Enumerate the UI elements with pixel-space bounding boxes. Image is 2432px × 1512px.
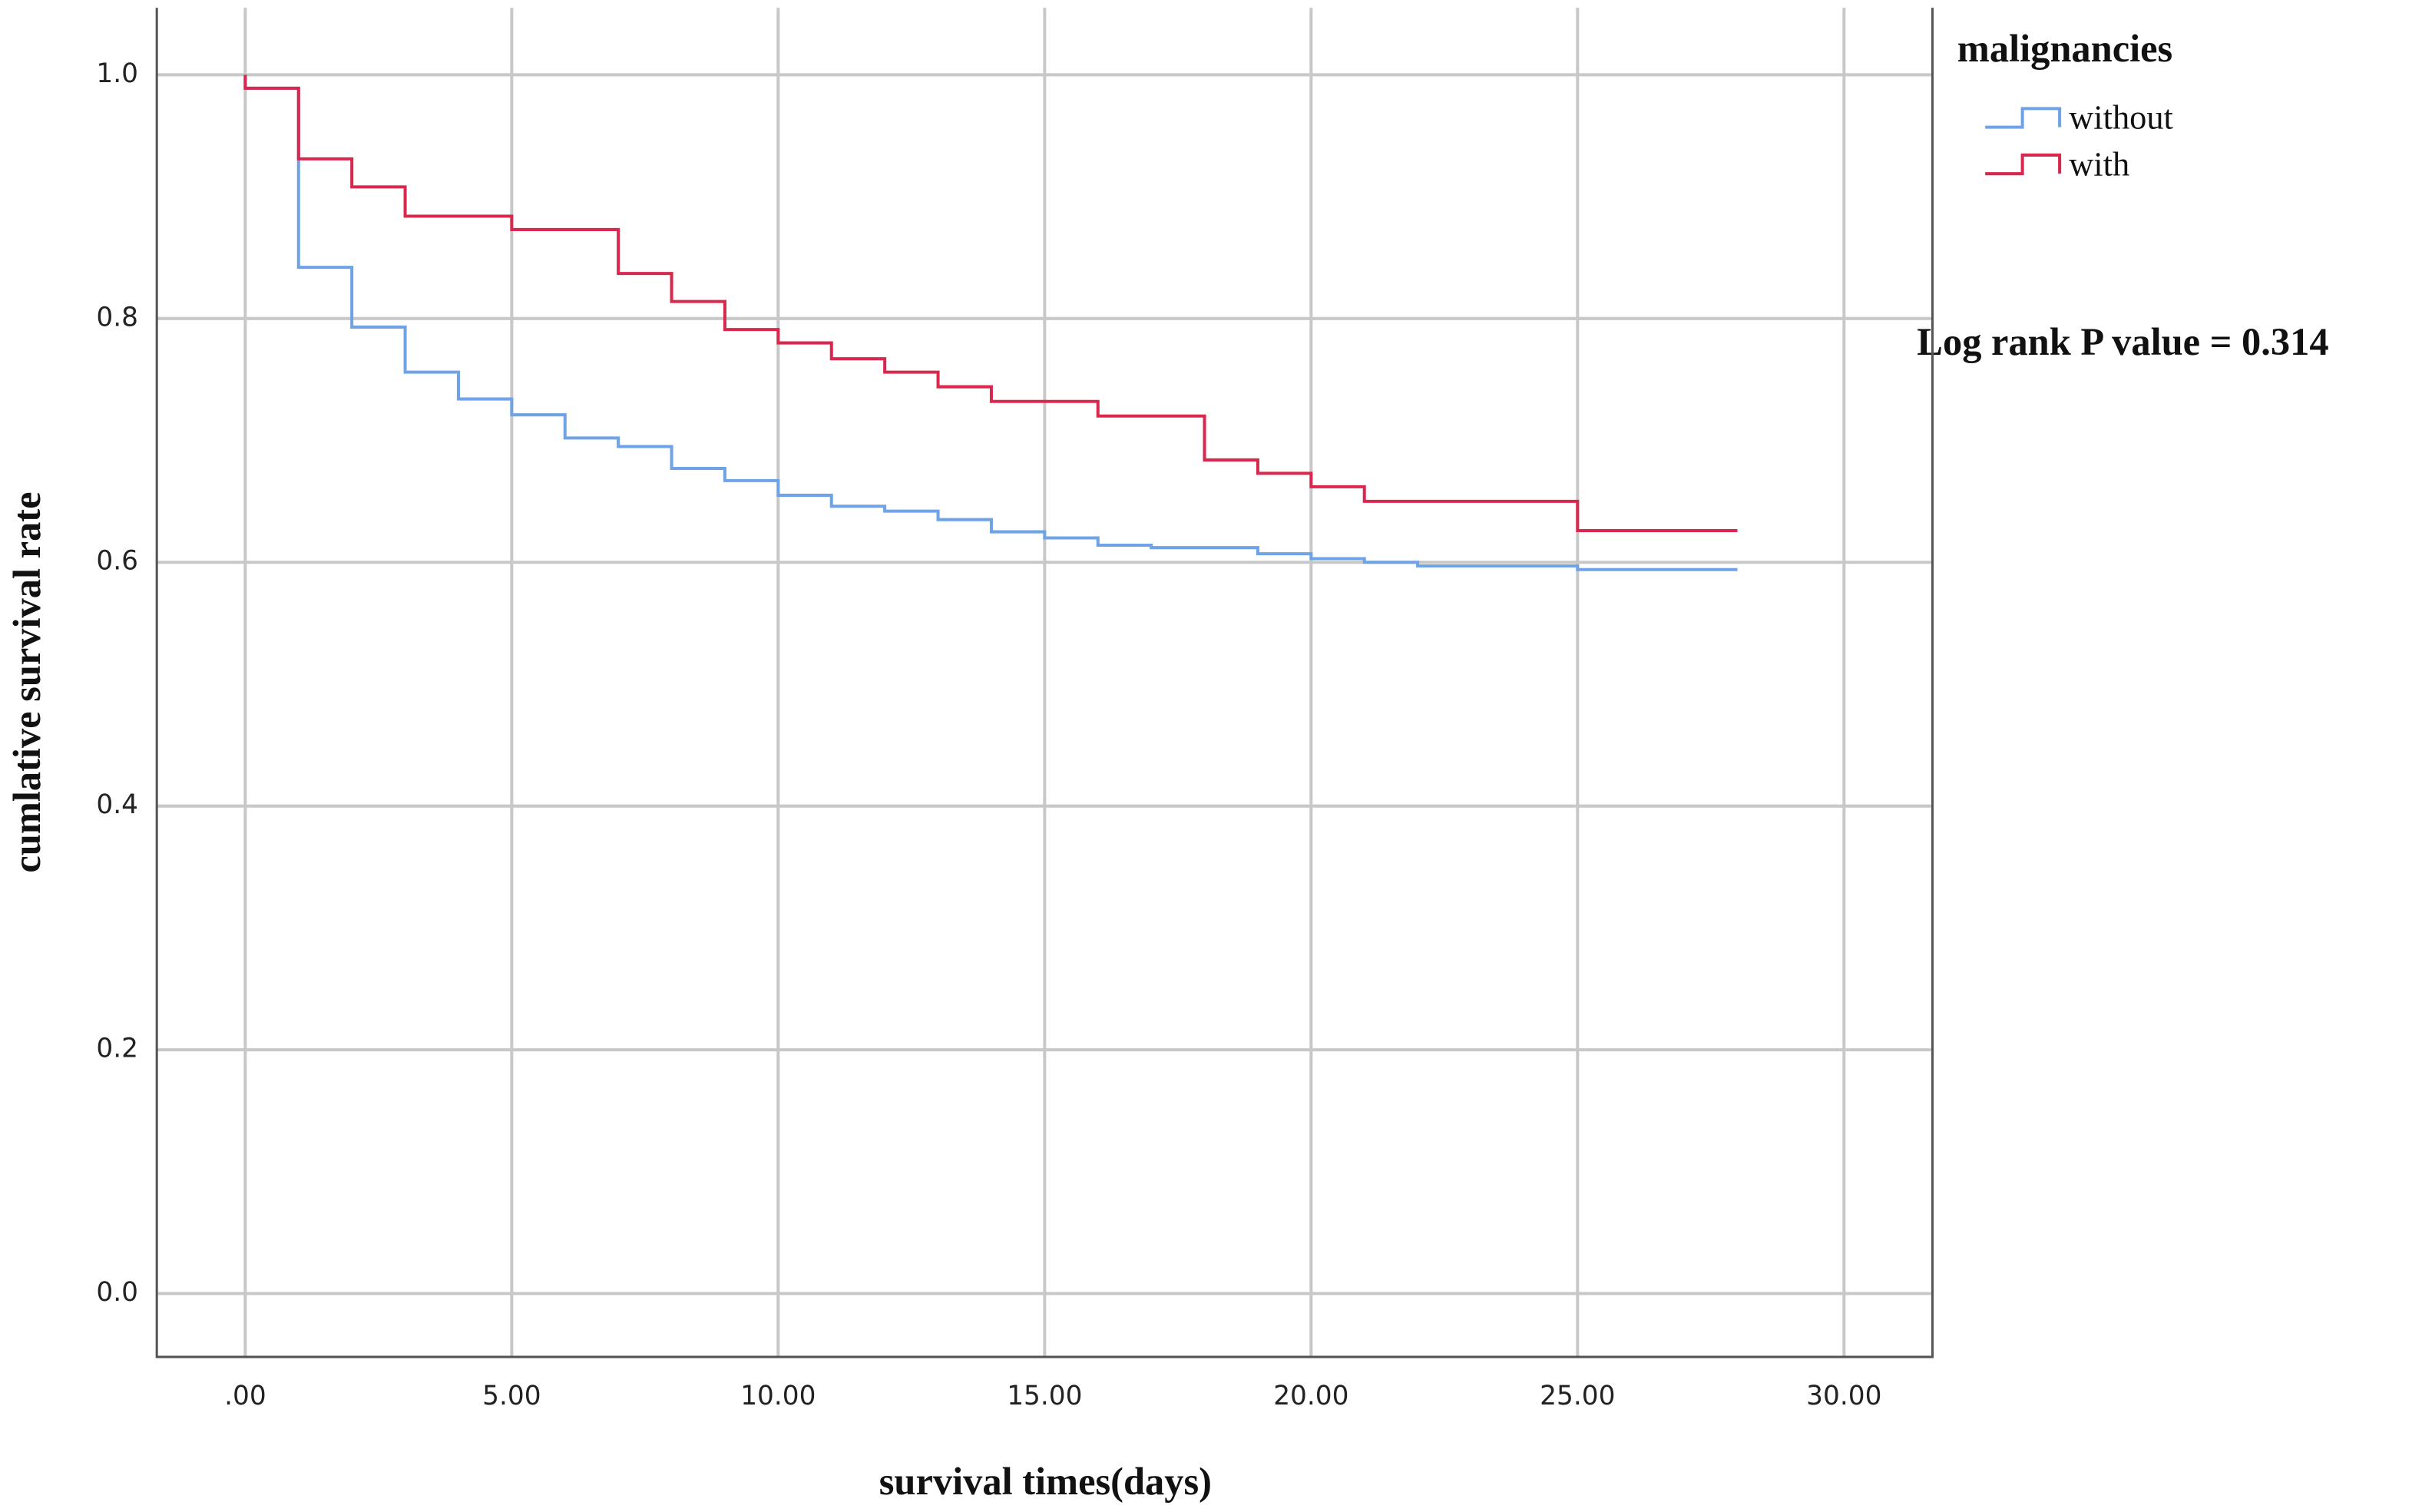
y-tick-label: 1.0 [96,58,138,89]
survival-curve [243,74,1738,532]
y-tick-label: 0.2 [96,1034,138,1064]
legend-label: without [2069,98,2173,137]
x-tick-label: 30.00 [1806,1381,1881,1411]
y-tick-label: 0.4 [96,789,138,820]
x-tick-label: 10.00 [740,1381,816,1411]
y-axis-label: cumlative survival rate [5,491,48,872]
legend-swatch [1985,107,2062,129]
legend-title: malignancies [1957,27,2172,70]
x-tick-label: 5.00 [482,1381,541,1411]
annotation: Log rank P value = 0.314 [1917,320,2328,363]
legend-swatch [1985,153,2062,176]
x-tick-label: 20.00 [1273,1381,1348,1411]
x-tick-label: 25.00 [1540,1381,1615,1411]
y-tick-label: 0.0 [96,1277,138,1308]
y-tick-label: 0.8 [96,302,138,333]
x-tick-label: .00 [224,1381,266,1411]
x-axis-label: survival times(days) [879,1460,1212,1503]
survival-curve [243,74,1738,571]
x-tick-label: 15.00 [1007,1381,1082,1411]
y-tick-label: 0.6 [96,546,138,577]
legend-label: with [2069,144,2129,183]
axis-frame [155,8,1934,1358]
